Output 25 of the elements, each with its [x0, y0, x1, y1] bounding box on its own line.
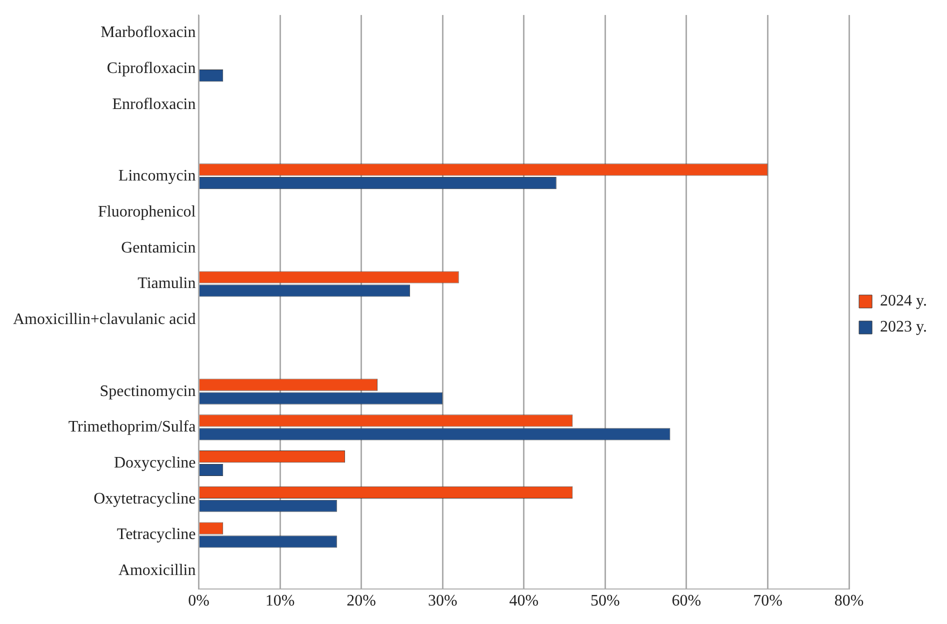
x-tick-label: 70% — [753, 592, 782, 610]
y-tick-label: Ciprofloxacin — [106, 60, 196, 77]
y-tick-label: Fluorophenicol — [98, 203, 196, 220]
x-tick-label: 0% — [188, 592, 210, 610]
y-tick-label: Gentamicin — [121, 239, 196, 256]
legend-label: 2023 y. — [880, 318, 928, 336]
x-tick-label: 40% — [509, 592, 539, 610]
y-tick-label: Spectinomycin — [100, 382, 196, 400]
x-tick-label: 20% — [346, 592, 376, 610]
y-tick-label: Doxycycline — [114, 454, 196, 472]
y-tick-label: Tetracycline — [116, 526, 196, 544]
legend-label: 2024 y. — [880, 292, 928, 310]
y-tick-label: Trimethoprim/Sulfa — [68, 418, 196, 436]
x-tick-label: 10% — [265, 592, 295, 610]
y-tick-label: Amoxicillin+clavulanic acid — [12, 311, 196, 328]
x-tick-label: 50% — [590, 592, 620, 610]
y-tick-label: Amoxicillin — [118, 562, 196, 580]
y-tick-label: Tiamulin — [138, 275, 196, 292]
y-tick-label: Oxytetracycline — [94, 490, 196, 508]
y-tick-label: Enrofloxacin — [112, 96, 196, 113]
x-tick-label: 60% — [672, 592, 702, 610]
y-tick-label: Marbofloxacin — [100, 24, 196, 42]
x-tick-label: 30% — [428, 592, 458, 610]
y-tick-label: Lincomycin — [118, 168, 196, 185]
x-tick-label: 80% — [834, 592, 864, 610]
